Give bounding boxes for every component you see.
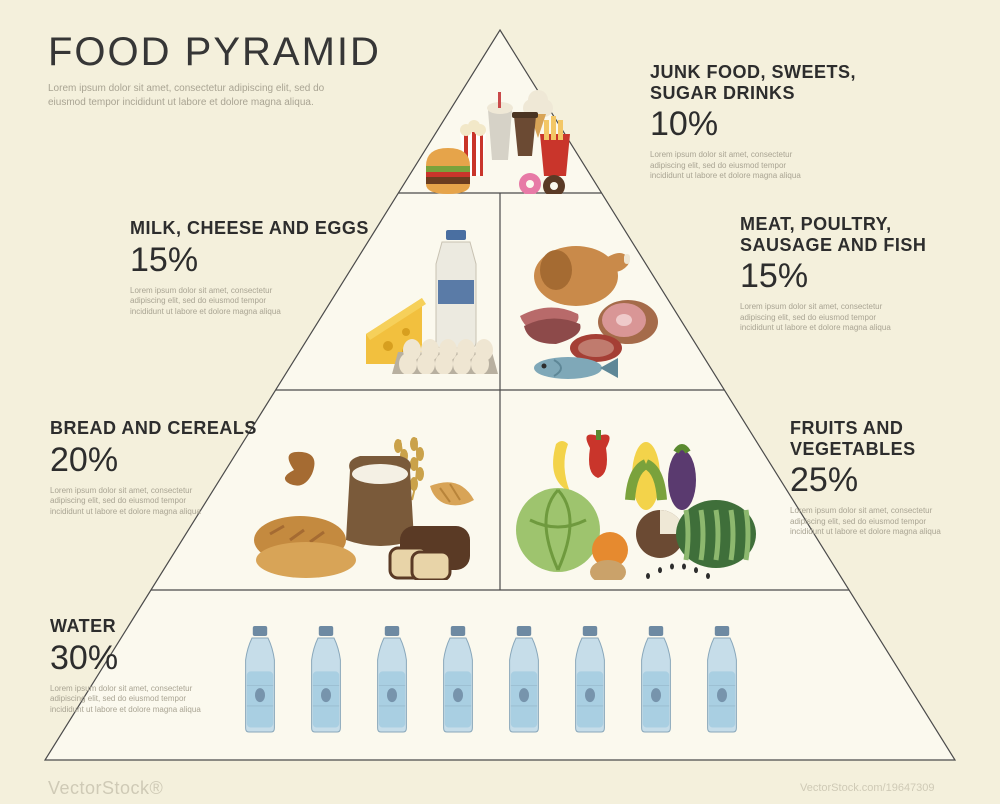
- water-bottle-icon: [570, 626, 610, 734]
- label-junk-heading: JUNK FOOD, SWEETS, SUGAR DRINKS: [650, 62, 856, 103]
- foods-bread: [250, 430, 490, 580]
- water-bottle-icon: [306, 626, 346, 734]
- water-bottles-row: [240, 626, 742, 734]
- foods-junk: [420, 86, 588, 194]
- label-meat-desc: Lorem ipsum dolor sit amet, consectetur …: [740, 302, 910, 333]
- label-meat-percent: 15%: [740, 257, 926, 296]
- page-title: FOOD PYRAMID: [48, 30, 381, 75]
- label-fruitveg-desc: Lorem ipsum dolor sit amet, consectetur …: [790, 506, 960, 537]
- label-dairy-percent: 15%: [130, 241, 369, 280]
- intro-text: Lorem ipsum dolor sit amet, consectetur …: [48, 82, 348, 109]
- foods-dairy: [362, 224, 502, 374]
- water-bottle-icon: [504, 626, 544, 734]
- label-water-percent: 30%: [50, 639, 220, 678]
- label-dairy-heading: MILK, CHEESE AND EGGS: [130, 218, 369, 239]
- image-id-text: VectorStock.com/19647309: [800, 782, 935, 794]
- water-bottle-icon: [372, 626, 412, 734]
- label-dairy: MILK, CHEESE AND EGGS 15% Lorem ipsum do…: [130, 218, 369, 317]
- label-water-heading: WATER: [50, 616, 220, 637]
- infographic-canvas: FOOD PYRAMID Lorem ipsum dolor sit amet,…: [0, 0, 1000, 804]
- foods-meat: [510, 230, 670, 380]
- label-bread: BREAD AND CEREALS 20% Lorem ipsum dolor …: [50, 418, 257, 517]
- label-bread-desc: Lorem ipsum dolor sit amet, consectetur …: [50, 486, 220, 517]
- label-junk: JUNK FOOD, SWEETS, SUGAR DRINKS 10% Lore…: [650, 62, 856, 182]
- label-fruitveg-percent: 25%: [790, 461, 1000, 500]
- label-bread-heading: BREAD AND CEREALS: [50, 418, 257, 439]
- label-meat-heading: MEAT, POULTRY, SAUSAGE AND FISH: [740, 214, 926, 255]
- foods-fruit: [510, 430, 760, 580]
- label-fruitveg-heading: FRUITS AND VEGETABLES: [790, 418, 1000, 459]
- label-fruitveg: FRUITS AND VEGETABLES 25% Lorem ipsum do…: [790, 418, 1000, 538]
- watermark-text: VectorStock®: [48, 778, 163, 799]
- water-bottle-icon: [240, 626, 280, 734]
- water-bottle-icon: [636, 626, 676, 734]
- label-bread-percent: 20%: [50, 441, 257, 480]
- label-junk-desc: Lorem ipsum dolor sit amet, consectetur …: [650, 150, 820, 181]
- label-water-desc: Lorem ipsum dolor sit amet, consectetur …: [50, 684, 220, 715]
- water-bottle-icon: [438, 626, 478, 734]
- label-dairy-desc: Lorem ipsum dolor sit amet, consectetur …: [130, 286, 300, 317]
- label-junk-percent: 10%: [650, 105, 856, 144]
- water-bottle-icon: [702, 626, 742, 734]
- label-meat: MEAT, POULTRY, SAUSAGE AND FISH 15% Lore…: [740, 214, 926, 334]
- label-water: WATER 30% Lorem ipsum dolor sit amet, co…: [50, 616, 220, 715]
